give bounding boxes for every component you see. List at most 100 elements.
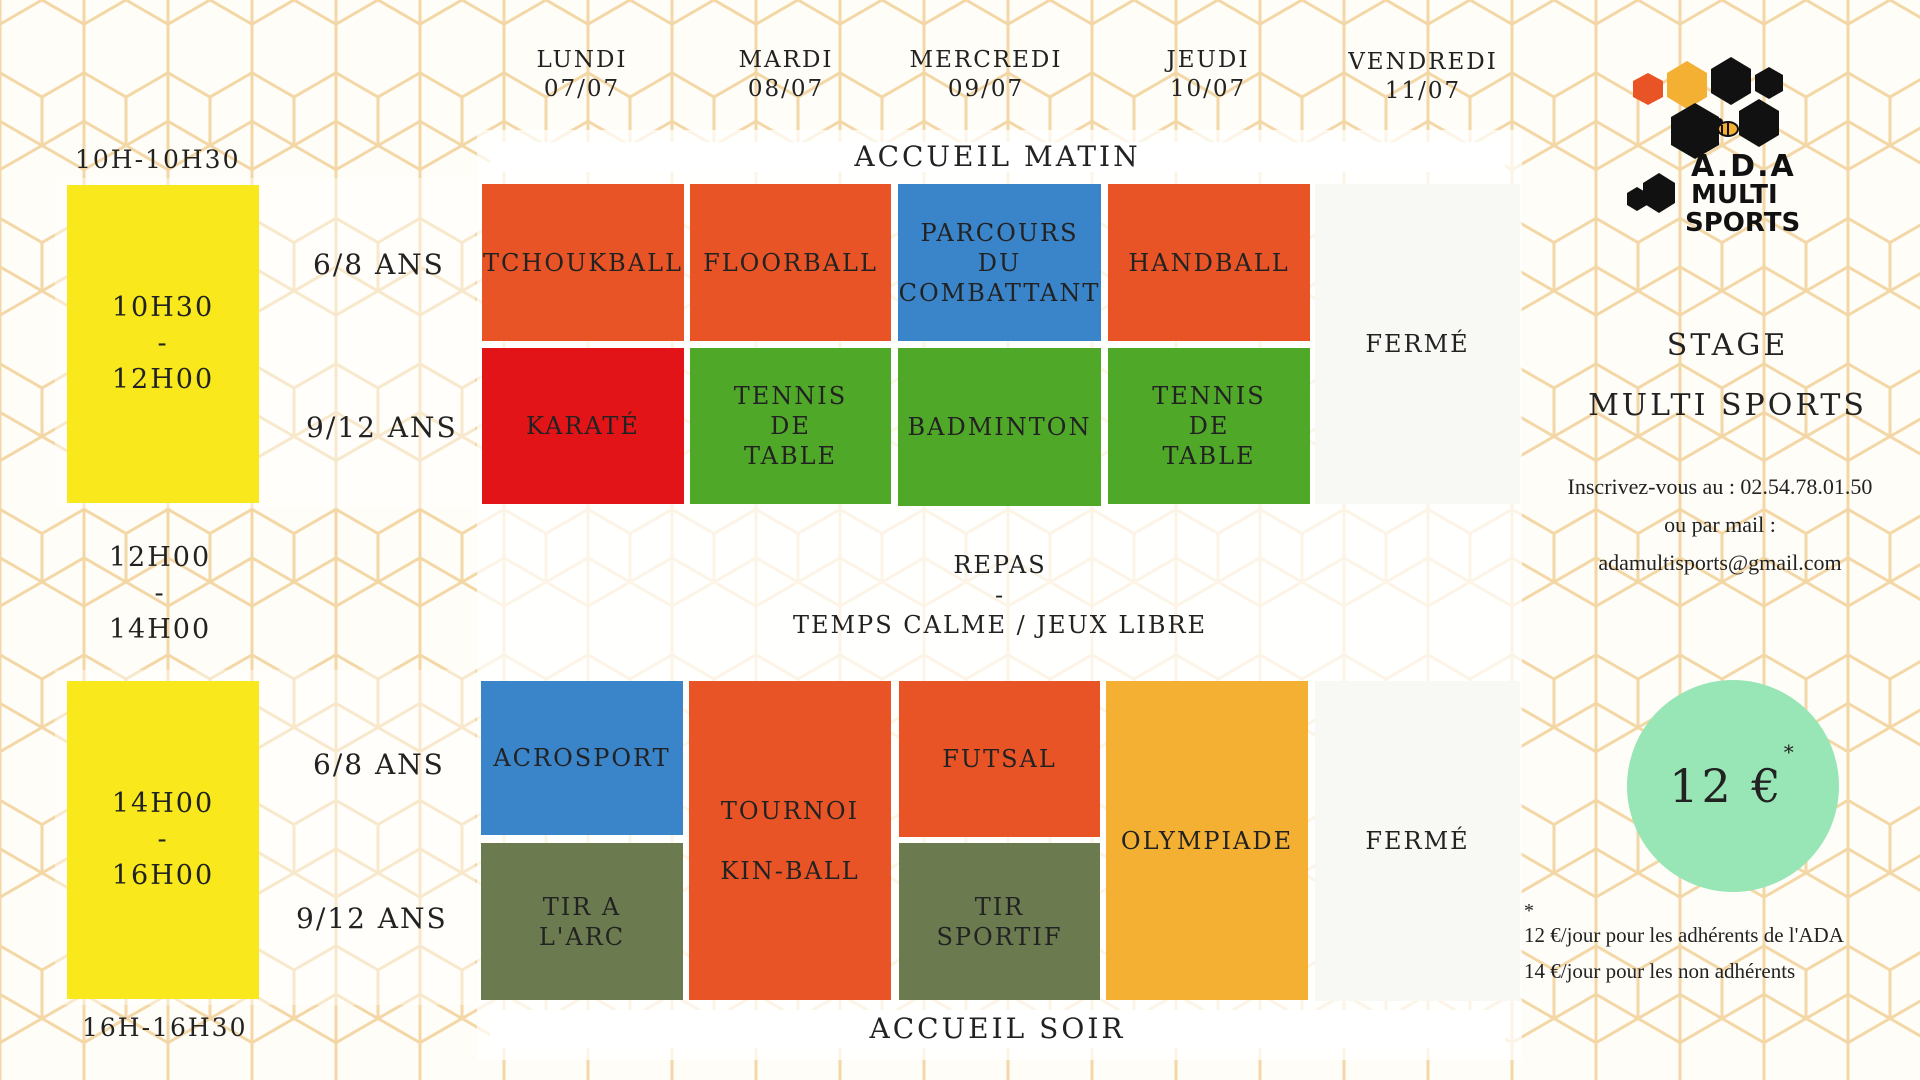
- friday-morning-closed: FERMÉ: [1315, 184, 1520, 504]
- lunch-end: 14H00: [108, 614, 212, 645]
- activity-label: HANDBALL: [1128, 248, 1290, 277]
- afternoon-time-block: 14H00 - 16H00: [67, 681, 259, 999]
- activity-tennis-de-table-thursday: TENNIS DE TABLE: [1108, 348, 1310, 504]
- time-separator: -: [154, 578, 166, 609]
- activity-label: ACROSPORT: [493, 744, 671, 772]
- activity-label-line: TABLE: [1162, 442, 1256, 470]
- activity-tir-sportif: TIR SPORTIF: [899, 843, 1100, 1000]
- day-date: 10/07: [1169, 76, 1247, 102]
- age-label-young-afternoon: 6/8 ANS: [313, 748, 445, 781]
- activity-label-line: TOURNOI: [720, 796, 860, 825]
- morning-start: 10H30: [111, 292, 215, 323]
- morning-time-block: 10H30 - 12H00: [67, 185, 259, 503]
- banner-label: ACCUEIL SOIR: [869, 1012, 1126, 1045]
- activity-label-line: PARCOURS: [920, 218, 1079, 247]
- activity-karate: KARATÉ: [482, 348, 684, 504]
- age-label-older-morning: 9/12 ANS: [306, 411, 458, 444]
- logo-line-sports: SPORTS: [1685, 208, 1801, 238]
- banner-line: REPAS: [953, 551, 1047, 579]
- time-separator: -: [157, 328, 169, 359]
- afternoon-end: 16H00: [111, 860, 215, 891]
- activity-label-line: DE: [770, 412, 811, 440]
- banner-repas: REPAS - TEMPS CALME / JEUX LIBRE: [700, 550, 1300, 640]
- activity-tchoukball: TCHOUKBALL: [482, 184, 684, 341]
- signup-phone: Inscrivez-vous au : 02.54.78.01.50: [1567, 474, 1873, 499]
- activity-tir-a-larc: TIR A L'ARC: [481, 843, 683, 1000]
- logo-line-ada: A.D.A: [1691, 149, 1796, 184]
- logo-text: A.D.A MULTI SPORTS: [1685, 149, 1800, 238]
- logo-line-multi: MULTI: [1691, 180, 1778, 210]
- banner-line: TEMPS CALME / JEUX LIBRE: [792, 611, 1208, 639]
- arrival-morning-time: 10H-10H30: [75, 145, 241, 174]
- activity-label-line: KIN-BALL: [720, 856, 860, 885]
- lunch-start: 12H00: [108, 542, 212, 573]
- ada-logo: A.D.A MULTI SPORTS: [1615, 55, 1825, 245]
- day-name: VENDREDI: [1348, 49, 1498, 75]
- activity-label-line: TIR A: [542, 892, 622, 921]
- price-asterisk: *: [1783, 740, 1797, 764]
- activity-label: FUTSAL: [942, 745, 1057, 773]
- price-value: 12 €: [1669, 759, 1784, 813]
- departure-evening-time: 16H-16H30: [82, 1013, 248, 1042]
- note-asterisk: *: [1524, 900, 1534, 922]
- afternoon-start: 14H00: [111, 788, 215, 819]
- closed-label: FERMÉ: [1365, 330, 1470, 358]
- age-label-young-morning: 6/8 ANS: [313, 248, 445, 281]
- activity-label-line: COMBATTANT: [898, 278, 1101, 307]
- activity-label: FLOORBALL: [703, 248, 878, 277]
- day-header-monday: LUNDI 07/07: [482, 46, 682, 104]
- activity-label-line: TIR: [974, 892, 1025, 921]
- activity-tournoi-kin-ball: TOURNOI KIN-BALL: [689, 681, 891, 1000]
- signup-info: Inscrivez-vous au : 02.54.78.01.50 ou pa…: [1520, 468, 1920, 582]
- lunch-time: 12H00 - 14H00: [85, 540, 235, 648]
- stage-title: STAGE MULTI SPORTS: [1530, 316, 1920, 436]
- day-name: LUNDI: [536, 47, 628, 73]
- activity-label-line: SPORTIF: [936, 922, 1063, 951]
- day-date: 11/07: [1384, 78, 1462, 104]
- day-date: 09/07: [947, 76, 1025, 102]
- age-label-older-afternoon: 9/12 ANS: [296, 902, 448, 935]
- activity-tennis-de-table-tuesday: TENNIS DE TABLE: [690, 348, 891, 504]
- note-members: 12 €/jour pour les adhérents de l'ADA: [1524, 923, 1844, 947]
- price-notes: * 12 €/jour pour les adhérents de l'ADA …: [1524, 900, 1920, 989]
- honeycomb-logo-icon: [1627, 57, 1783, 213]
- activity-parcours-du-combattant: PARCOURS DU COMBATTANT: [898, 184, 1101, 341]
- activity-label-line: TENNIS: [1152, 382, 1266, 410]
- activity-olympiade: OLYMPIADE: [1106, 681, 1308, 1000]
- time-separator: -: [157, 824, 169, 855]
- stage-title-line: MULTI SPORTS: [1588, 388, 1867, 423]
- price-badge: 12 € *: [1627, 680, 1839, 892]
- day-name: MARDI: [738, 47, 834, 73]
- day-header-tuesday: MARDI 08/07: [686, 46, 886, 104]
- signup-or-mail: ou par mail :: [1664, 512, 1776, 537]
- note-non-members: 14 €/jour pour les non adhérents: [1524, 959, 1796, 983]
- activity-futsal: FUTSAL: [899, 681, 1100, 837]
- banner-accueil-matin: ACCUEIL MATIN: [490, 142, 1505, 172]
- stage-title-line: STAGE: [1666, 328, 1789, 363]
- activity-floorball: FLOORBALL: [690, 184, 891, 341]
- banner-accueil-soir: ACCUEIL SOIR: [490, 1010, 1505, 1048]
- signup-email: adamultisports@gmail.com: [1598, 550, 1842, 575]
- day-name: JEUDI: [1166, 47, 1250, 73]
- activity-label-line: TABLE: [743, 442, 838, 470]
- activity-acrosport: ACROSPORT: [481, 681, 683, 835]
- banner-line: -: [994, 581, 1006, 609]
- activity-label: KARATÉ: [526, 412, 640, 440]
- day-header-thursday: JEUDI 10/07: [1108, 46, 1308, 104]
- day-name: MERCREDI: [909, 47, 1063, 73]
- activity-label: OLYMPIADE: [1120, 826, 1294, 855]
- activity-badminton: BADMINTON: [898, 348, 1101, 506]
- activity-label-line: DE: [1188, 412, 1230, 440]
- activity-label-line: DU: [977, 248, 1022, 277]
- day-header-wednesday: MERCREDI 09/07: [886, 46, 1086, 104]
- day-header-friday: VENDREDI 11/07: [1323, 48, 1523, 106]
- activity-handball: HANDBALL: [1108, 184, 1310, 341]
- closed-label: FERMÉ: [1365, 827, 1470, 855]
- activity-label-line: L'ARC: [538, 922, 626, 951]
- activity-label-line: TENNIS: [733, 382, 848, 410]
- day-date: 08/07: [747, 76, 825, 102]
- activity-label: BADMINTON: [907, 413, 1092, 441]
- morning-end: 12H00: [111, 364, 215, 395]
- day-date: 07/07: [543, 76, 621, 102]
- banner-label: ACCUEIL MATIN: [854, 140, 1141, 173]
